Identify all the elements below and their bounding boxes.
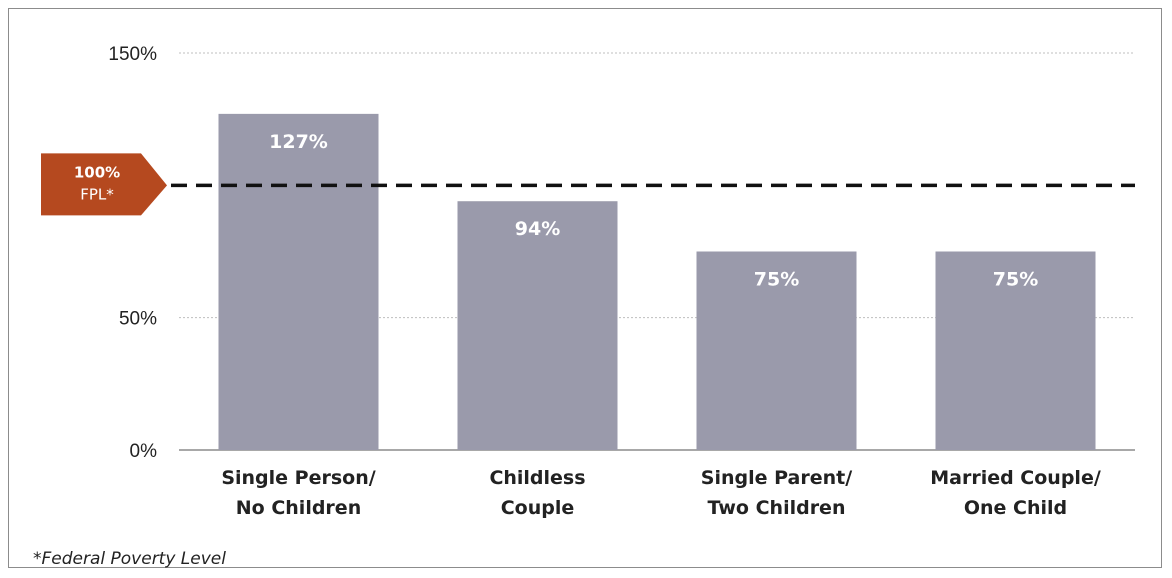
x-category-label: One Child (964, 497, 1067, 519)
x-category-label: Childless (489, 467, 585, 489)
x-axis-categories: Single Person/No Children Childless Couple… (221, 467, 1101, 519)
bar (935, 251, 1096, 450)
bar (696, 251, 857, 450)
bar-chart: 0% 50% 150% 127% 94% 75% 75% 100% FPL* Single … (41, 44, 1135, 519)
x-category-label: No Children (236, 497, 361, 519)
footnote: *Federal Poverty Level (33, 549, 226, 569)
bar (218, 113, 379, 450)
x-category-label: Married Couple/ (930, 467, 1101, 489)
bar-value-label: 94% (515, 218, 560, 240)
bar-value-label: 75% (754, 269, 799, 291)
y-tick-label: 0% (130, 441, 158, 462)
bar-value-label: 127% (269, 131, 328, 153)
bar (457, 201, 618, 450)
bar-value-label: 75% (993, 269, 1038, 291)
reference-tag-label: FPL* (80, 185, 114, 203)
y-axis-ticks: 0% 50% 150% (108, 44, 157, 462)
y-tick-label: 50% (119, 309, 157, 330)
y-tick-label: 150% (108, 44, 157, 65)
bars: 127% 94% 75% 75% (218, 113, 1096, 450)
reference-line-group: 100% FPL* (41, 153, 1135, 216)
x-category-label: Single Parent/ (701, 467, 852, 489)
x-category-label: Couple (501, 497, 575, 519)
x-category-label: Two Children (708, 497, 846, 519)
x-category-label: Single Person/ (221, 467, 375, 489)
reference-tag (41, 153, 167, 216)
reference-tag-value: 100% (74, 163, 120, 181)
chart-frame: 0% 50% 150% 127% 94% 75% 75% 100% FPL* Single … (8, 8, 1162, 569)
